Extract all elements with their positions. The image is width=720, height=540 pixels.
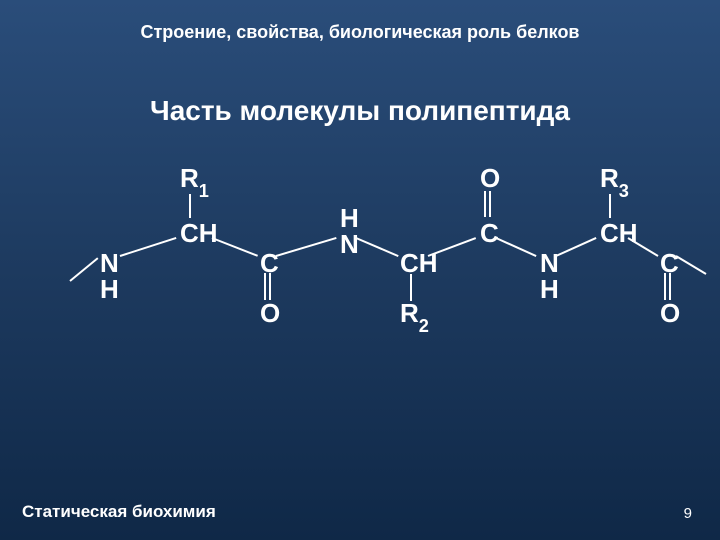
atom-NH1: NH xyxy=(100,250,119,302)
single-bond xyxy=(276,237,337,257)
header-title: Строение, свойства, биологическая роль б… xyxy=(0,22,720,43)
single-bond xyxy=(410,274,412,301)
atom-CH1: CH xyxy=(180,220,218,246)
polypeptide-diagram: NHR1CHCOHNCHR2OCNHR3CHCO xyxy=(40,155,680,375)
footer-left: Статическая биохимия xyxy=(22,502,216,522)
atom-R1: R1 xyxy=(180,165,209,196)
atom-R2: R2 xyxy=(400,300,429,331)
atom-R3: R3 xyxy=(600,165,629,196)
single-bond xyxy=(556,237,597,257)
single-bond xyxy=(356,237,399,257)
atom-O1: O xyxy=(260,300,280,326)
single-bond xyxy=(609,194,611,218)
single-bond xyxy=(212,237,259,257)
atom-O3: O xyxy=(660,300,680,326)
single-bond xyxy=(496,237,537,257)
atom-O2: O xyxy=(480,165,500,191)
single-bond xyxy=(120,237,177,257)
single-bond xyxy=(675,255,706,275)
atom-C3: C xyxy=(660,250,679,276)
single-bond xyxy=(69,257,98,282)
single-bond xyxy=(189,194,191,218)
atom-C1: C xyxy=(260,250,279,276)
atom-C2: C xyxy=(480,220,499,246)
double-bond xyxy=(484,191,490,217)
atom-CH3: CH xyxy=(600,220,638,246)
atom-NH3: NH xyxy=(540,250,559,302)
atom-HN2: HN xyxy=(340,205,359,257)
page-number: 9 xyxy=(684,505,692,522)
atom-CH2: CH xyxy=(400,250,438,276)
main-title: Часть молекулы полипептида xyxy=(0,95,720,127)
